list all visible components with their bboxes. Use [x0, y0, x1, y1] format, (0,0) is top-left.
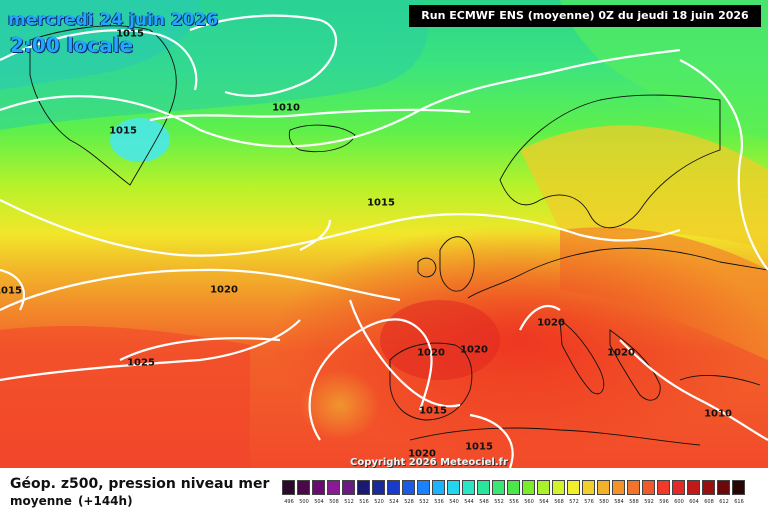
color-scale: 496 500 504 508 512 516 520 524 528 532 536 540 544 5…	[282, 480, 746, 507]
isobar-label: 1015	[109, 125, 137, 137]
scale-swatch	[687, 480, 700, 495]
scale-swatch	[297, 480, 310, 495]
scale-swatch	[477, 480, 490, 495]
scale-swatch	[522, 480, 535, 495]
low-core	[110, 118, 170, 162]
scale-tick-label: 576	[584, 499, 594, 505]
scale-swatch	[732, 480, 745, 495]
scale-swatch	[372, 480, 385, 495]
isobar-label: 1015	[419, 405, 447, 417]
scale-swatch	[672, 480, 685, 495]
mean-label: moyenne	[10, 494, 72, 508]
isobar-label: 1015	[465, 441, 493, 453]
scale-swatch	[552, 480, 565, 495]
scale-tick-label: 508	[329, 499, 339, 505]
scale-swatch	[567, 480, 580, 495]
scale-swatch	[357, 480, 370, 495]
legend-bar: Géop. z500, pression niveau mer moyenne (…	[0, 468, 768, 512]
scale-tick-label: 536	[434, 499, 444, 505]
scale-tick-label: 496	[284, 499, 294, 505]
run-info-box: Run ECMWF ENS (moyenne) 0Z du jeudi 18 j…	[409, 5, 761, 27]
forecast-time: 2:00 locale	[10, 33, 134, 57]
isobar-label: 1010	[272, 102, 300, 114]
scale-tick-label: 600	[674, 499, 684, 505]
scale-tick-label: 608	[704, 499, 714, 505]
scale-swatch	[717, 480, 730, 495]
scale-tick-label: 532	[419, 499, 429, 505]
scale-tick-label: 504	[314, 499, 324, 505]
scale-swatch	[702, 480, 715, 495]
scale-tick-label: 552	[494, 499, 504, 505]
copyright-text: Copyright 2026 Meteociel.fr	[350, 457, 508, 468]
scale-tick-label: 500	[299, 499, 309, 505]
scale-tick-label: 544	[464, 499, 474, 505]
scale-tick-label: 604	[689, 499, 699, 505]
scale-tick-label: 512	[344, 499, 354, 505]
scale-swatch	[327, 480, 340, 495]
isobar-label: 1020	[537, 317, 565, 329]
scale-swatch	[492, 480, 505, 495]
scale-tick-label: 596	[659, 499, 669, 505]
scale-tick-label: 564	[539, 499, 549, 505]
scale-swatch	[447, 480, 460, 495]
scale-tick-label: 556	[509, 499, 519, 505]
lead-time: (+144h)	[77, 494, 133, 508]
scale-swatch	[642, 480, 655, 495]
scale-tick-label: 612	[719, 499, 729, 505]
scale-tick-label: 588	[629, 499, 639, 505]
isobar-label: 1020	[408, 448, 436, 460]
scale-swatch	[582, 480, 595, 495]
isobar-label: 1020	[607, 347, 635, 359]
isobar-label: 1025	[127, 357, 155, 369]
scale-swatch	[432, 480, 445, 495]
scale-tick-label: 524	[389, 499, 399, 505]
scale-tick-label: 580	[599, 499, 609, 505]
scale-swatch	[657, 480, 670, 495]
scale-swatch	[597, 480, 610, 495]
scale-tick-label: 560	[524, 499, 534, 505]
scale-swatch	[537, 480, 550, 495]
isobars	[0, 14, 768, 468]
isobar-label: 1015	[367, 197, 395, 209]
scale-swatch	[342, 480, 355, 495]
scale-tick-label: 592	[644, 499, 654, 505]
scale-swatch	[312, 480, 325, 495]
scale-swatch	[387, 480, 400, 495]
scale-tick-label: 572	[569, 499, 579, 505]
scale-swatch	[627, 480, 640, 495]
scale-tick-label: 568	[554, 499, 564, 505]
forecast-date: mercredi 24 juin 2026	[8, 10, 219, 30]
scale-swatch	[507, 480, 520, 495]
scale-swatch	[417, 480, 430, 495]
isobar-label: 1020	[460, 344, 488, 356]
scale-swatch	[462, 480, 475, 495]
weather-map	[0, 0, 768, 468]
isobar-label: 1020	[417, 347, 445, 359]
scale-swatch	[402, 480, 415, 495]
map-subtitle: moyenne (+144h)	[10, 494, 133, 508]
warm-cell	[300, 370, 380, 440]
scale-tick-label: 616	[734, 499, 744, 505]
isobar-label: 1015	[116, 28, 144, 40]
scale-tick-label: 584	[614, 499, 624, 505]
scale-tick-label: 540	[449, 499, 459, 505]
scale-tick-label: 528	[404, 499, 414, 505]
scale-swatch	[612, 480, 625, 495]
scale-tick-label: 520	[374, 499, 384, 505]
scale-swatch	[282, 480, 295, 495]
map-title: Géop. z500, pression niveau mer	[10, 476, 270, 492]
isobar-label: 1020	[210, 284, 238, 296]
scale-tick-label: 548	[479, 499, 489, 505]
isobar-label: 1015	[0, 285, 22, 297]
isobar-label: 1010	[704, 408, 732, 420]
scale-tick-label: 516	[359, 499, 369, 505]
coastlines	[29, 25, 768, 446]
